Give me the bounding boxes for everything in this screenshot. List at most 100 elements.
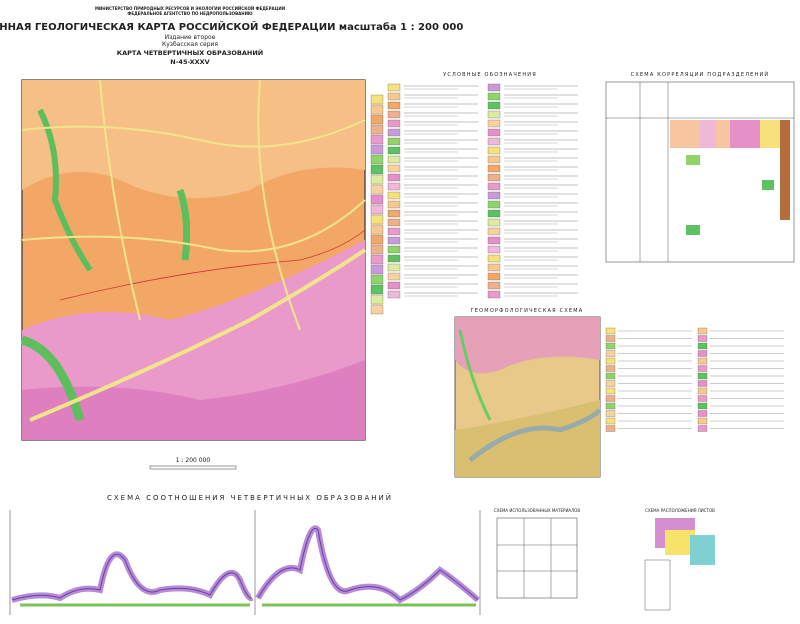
legend-swatch	[605, 350, 616, 357]
relations-title: СХЕМА СООТНОШЕНИЯ ЧЕТВЕРТИЧНЫХ ОБРАЗОВАН…	[107, 493, 393, 502]
valley	[458, 329, 492, 421]
strip-cell	[370, 114, 384, 125]
scale-bar	[149, 465, 237, 470]
strip-cell	[370, 104, 384, 115]
materials-grid	[496, 517, 578, 599]
profile-line	[257, 527, 479, 601]
legend-swatch	[605, 395, 616, 402]
strip-cell	[370, 194, 384, 205]
strip-cell	[370, 174, 384, 185]
legend-swatch	[697, 327, 708, 335]
strip-cell	[370, 294, 384, 305]
legend-swatch	[487, 83, 501, 92]
strip-cell	[370, 214, 384, 225]
legend-swatch	[387, 155, 401, 164]
unit-band	[780, 120, 790, 220]
legend-swatch	[487, 200, 501, 209]
strip-cell	[370, 154, 384, 165]
map-unit	[455, 317, 600, 374]
legend-swatch	[487, 209, 501, 218]
strip-cell	[370, 184, 384, 195]
legend-swatch	[697, 425, 708, 432]
legend-swatch	[487, 92, 501, 101]
geomorph-legend	[605, 327, 784, 432]
legend-swatch	[605, 372, 616, 380]
legend-swatch	[487, 173, 501, 182]
legend-swatch	[487, 155, 501, 164]
legend-swatch	[605, 387, 616, 395]
legend-swatch	[605, 417, 616, 425]
legend-swatch	[697, 387, 708, 395]
valley	[20, 335, 85, 422]
main-map	[20, 79, 367, 441]
unit-box	[762, 180, 774, 190]
legend-swatch	[487, 236, 501, 245]
legend-swatch	[487, 191, 501, 200]
valley	[176, 188, 191, 261]
legend-swatch	[605, 327, 616, 335]
legend-swatch	[387, 137, 401, 146]
legend-swatch	[605, 365, 616, 372]
strip-cell	[370, 264, 384, 275]
strip-cell	[370, 134, 384, 145]
legend-swatch	[487, 218, 501, 227]
legend-swatch	[387, 227, 401, 236]
unit-band	[760, 120, 780, 148]
valley	[468, 408, 602, 462]
map-unit	[22, 360, 365, 440]
sheets-scheme	[644, 518, 715, 611]
legend-swatch	[487, 119, 501, 128]
legend-swatch	[697, 357, 708, 365]
legend-swatch	[697, 380, 708, 387]
legend-swatch	[387, 164, 401, 173]
strip-cell	[370, 244, 384, 255]
strip-cell	[370, 204, 384, 215]
edition: Издание второе	[165, 34, 216, 41]
unit-band	[730, 120, 760, 148]
unit-box	[686, 155, 700, 165]
fault	[59, 229, 366, 301]
stream	[21, 79, 366, 331]
legend-swatch	[697, 365, 708, 372]
legend-swatch	[387, 281, 401, 290]
legend-swatch	[487, 245, 501, 254]
unit-band	[700, 120, 716, 148]
legend-swatch	[387, 290, 401, 299]
legend	[387, 83, 578, 299]
legend-swatch	[487, 146, 501, 155]
strip-cell	[370, 164, 384, 175]
legend-swatch	[487, 263, 501, 272]
legend-swatch	[387, 83, 401, 92]
legend-swatch	[487, 272, 501, 281]
legend-swatch	[605, 335, 616, 342]
profile-line	[11, 553, 253, 601]
grid-frame	[496, 517, 578, 599]
legend-swatch	[387, 146, 401, 155]
legend-title: УСЛОВНЫЕ ОБОЗНАЧЕНИЯ	[443, 72, 537, 78]
scale: 1 : 200 000	[176, 457, 211, 464]
legend-swatch	[387, 209, 401, 218]
legend-swatch	[387, 218, 401, 227]
legend-swatch	[387, 236, 401, 245]
sheet-area	[690, 535, 715, 565]
strip-cell	[370, 94, 384, 105]
geomorphology-title: ГЕОМОРФОЛОГИЧЕСКАЯ СХЕМА	[471, 308, 584, 314]
profiles	[9, 510, 481, 615]
legend-swatch	[697, 402, 708, 410]
legend-swatch	[697, 372, 708, 380]
legend-swatch	[387, 191, 401, 200]
legend-swatch	[605, 402, 616, 410]
legend-swatch	[697, 342, 708, 350]
legend-swatch	[487, 110, 501, 119]
legend-swatch	[487, 290, 501, 299]
legend-swatch	[487, 182, 501, 191]
legend-swatch	[605, 342, 616, 350]
ministry: МИНИСТЕРСТВО ПРИРОДНЫХ РЕСУРСОВ И ЭКОЛОГ…	[95, 6, 285, 11]
legend-swatch	[387, 200, 401, 209]
legend-box	[644, 559, 671, 611]
materials-title: СХЕМА ИСПОЛЬЗОВАННЫХ МАТЕРИАЛОВ	[494, 508, 580, 513]
strip-cell	[370, 224, 384, 235]
strip-cell	[370, 274, 384, 285]
strip-cell	[370, 254, 384, 265]
